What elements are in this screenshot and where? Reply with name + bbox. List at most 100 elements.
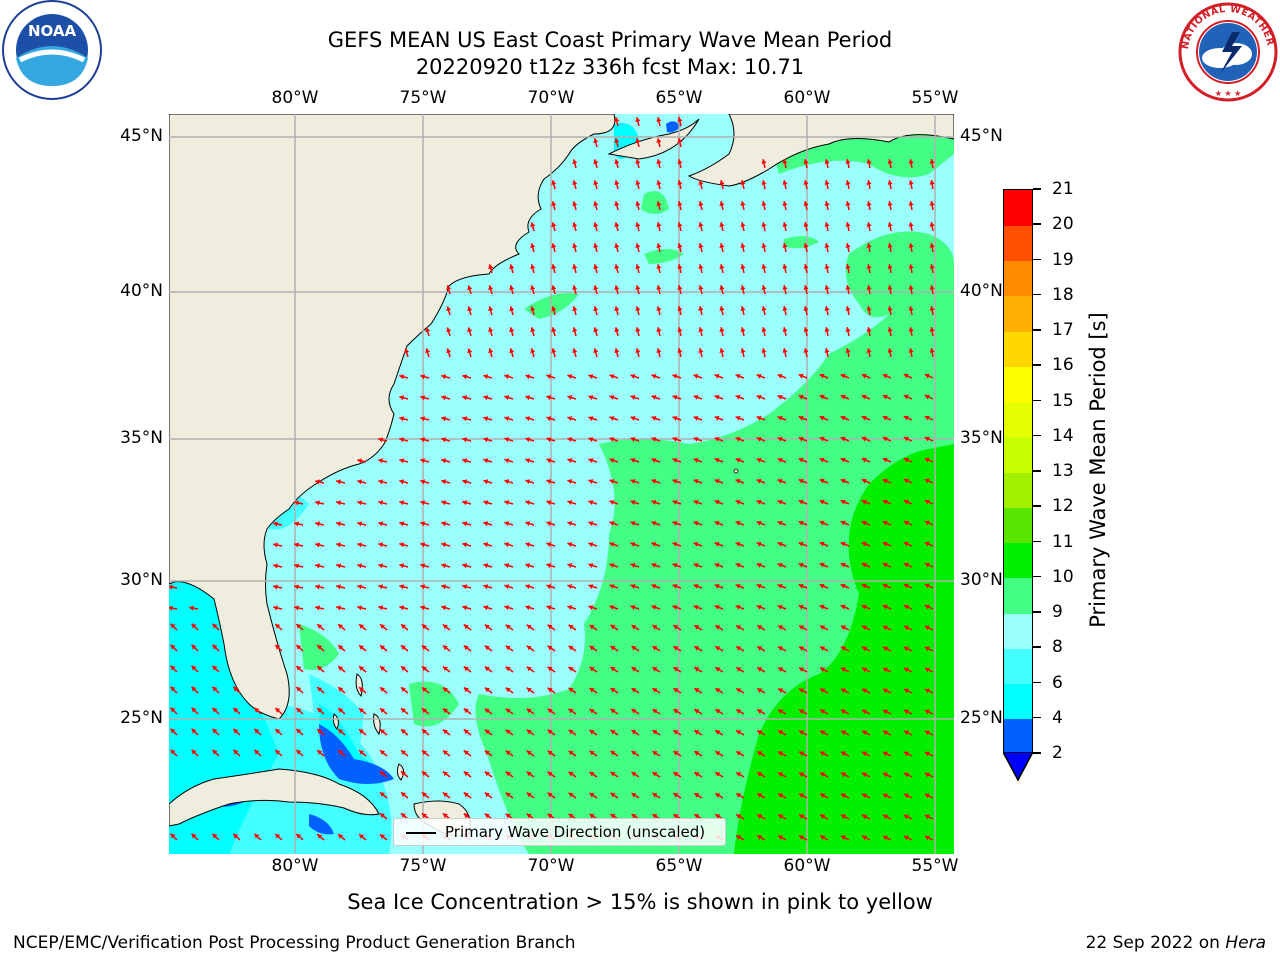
wave-direction-arrowhead bbox=[656, 201, 662, 206]
wave-direction-arrowhead bbox=[819, 373, 825, 379]
wave-direction-arrowhead bbox=[568, 771, 574, 777]
wave-direction-arrowhead bbox=[798, 562, 804, 568]
wave-direction-arrowhead bbox=[887, 348, 893, 353]
wave-direction-arrowhead bbox=[442, 687, 448, 693]
wave-direction-arrowhead bbox=[421, 645, 427, 651]
wave-direction-arrowhead bbox=[275, 750, 281, 755]
wave-direction-arrowhead bbox=[483, 584, 489, 590]
wave-direction-arrowhead bbox=[441, 542, 447, 548]
wave-direction-arrowhead bbox=[504, 563, 510, 569]
wave-direction-arrowhead bbox=[572, 306, 578, 312]
wave-direction-arrowhead bbox=[593, 243, 599, 249]
wave-direction-arrowhead bbox=[504, 458, 510, 464]
wave-direction-arrowhead bbox=[572, 159, 578, 165]
sea-ice-note: Sea Ice Concentration > 15% is shown in … bbox=[347, 890, 933, 914]
wave-direction-arrowhead bbox=[399, 395, 405, 401]
wave-direction-arrowhead bbox=[614, 138, 620, 144]
colorbar-tick-label: 15 bbox=[1052, 390, 1074, 411]
wave-direction-arrowhead bbox=[929, 327, 935, 332]
wave-direction-arrowhead bbox=[757, 793, 763, 798]
wave-direction-arrowhead bbox=[735, 499, 741, 505]
wave-direction-arrowhead bbox=[861, 541, 867, 547]
wave-direction-arrowhead bbox=[399, 521, 405, 527]
wave-direction-arrowhead bbox=[714, 541, 720, 547]
wave-direction-arrowhead bbox=[778, 772, 784, 777]
wave-direction-arrowhead bbox=[903, 751, 909, 757]
colorbar-segment bbox=[1004, 577, 1032, 614]
wave-direction-arrowhead bbox=[656, 243, 662, 248]
wave-direction-arrowhead bbox=[589, 709, 595, 714]
wave-direction-arrowhead bbox=[401, 813, 406, 818]
wave-direction-arrowhead bbox=[735, 394, 741, 400]
wave-direction-arrowhead bbox=[778, 751, 784, 756]
wave-direction-arrowhead bbox=[861, 520, 867, 526]
wave-direction-arrowhead bbox=[572, 201, 578, 207]
wave-direction-arrowhead bbox=[883, 772, 888, 778]
colorbar-tick bbox=[1033, 364, 1041, 366]
wave-direction-arrowhead bbox=[756, 457, 762, 463]
wave-direction-arrowhead bbox=[614, 285, 620, 291]
wave-direction-arrowhead bbox=[866, 285, 872, 290]
wave-direction-arrowhead bbox=[483, 479, 489, 485]
wave-direction-arrowhead bbox=[840, 541, 846, 547]
wave-direction-arrowhead bbox=[756, 562, 762, 568]
wave-direction-arrowhead bbox=[698, 243, 704, 248]
wave-direction-arrowhead bbox=[651, 395, 657, 400]
wave-direction-arrowhead bbox=[420, 605, 426, 611]
wave-direction-arrowhead bbox=[882, 541, 888, 547]
wave-direction-arrowhead bbox=[719, 264, 725, 269]
wave-direction-arrowhead bbox=[359, 687, 364, 692]
wave-direction-arrowhead bbox=[357, 500, 362, 506]
wave-direction-arrowhead bbox=[338, 687, 344, 692]
wave-direction-arrowhead bbox=[845, 222, 851, 227]
wave-direction-arrowhead bbox=[883, 625, 888, 631]
wave-direction-arrowhead bbox=[735, 604, 741, 610]
wave-direction-arrowhead bbox=[336, 584, 341, 590]
wave-direction-arrowhead bbox=[462, 500, 468, 506]
wave-direction-arrowhead bbox=[714, 583, 720, 589]
wave-direction-arrowhead bbox=[357, 458, 362, 464]
wave-direction-arrowhead bbox=[782, 285, 788, 290]
wave-direction-arrowhead bbox=[908, 306, 914, 311]
colorbar-segment bbox=[1004, 683, 1032, 720]
wave-direction-arrowhead bbox=[651, 521, 657, 526]
wave-direction-arrowhead bbox=[887, 180, 893, 185]
wave-direction-arrowhead bbox=[819, 604, 825, 610]
wave-direction-arrowhead bbox=[866, 348, 872, 353]
wave-direction-arrowhead bbox=[462, 542, 468, 548]
wave-direction-arrowhead bbox=[357, 521, 362, 527]
wave-direction-arrowhead bbox=[736, 814, 742, 819]
wave-direction-arrowhead bbox=[191, 749, 197, 755]
wave-direction-arrowhead bbox=[526, 645, 532, 651]
wave-direction-arrowhead bbox=[483, 521, 489, 527]
wave-direction-arrowhead bbox=[757, 625, 763, 630]
wave-direction-arrowhead bbox=[799, 814, 805, 819]
wave-direction-arrowhead bbox=[504, 500, 510, 506]
lat-label-right: 35°N bbox=[960, 428, 1003, 448]
wave-direction-arrowhead bbox=[488, 285, 494, 291]
wave-direction-arrowhead bbox=[610, 625, 616, 630]
wave-direction-arrowhead bbox=[924, 394, 930, 400]
wave-direction-arrowhead bbox=[421, 708, 427, 714]
chart-subtitle: 20220920 t12z 336h fcst Max: 10.71 bbox=[415, 55, 805, 79]
wave-direction-arrowhead bbox=[630, 479, 636, 484]
wave-direction-arrowhead bbox=[254, 833, 260, 839]
wave-direction-arrowhead bbox=[841, 793, 846, 799]
wave-direction-arrowhead bbox=[798, 457, 804, 463]
wave-direction-arrowhead bbox=[420, 563, 426, 569]
wave-direction-arrowhead bbox=[845, 243, 851, 248]
wave-direction-arrowhead bbox=[651, 479, 657, 484]
nws-logo: NATIONAL WEATHER SERVICE ★ ★ ★ bbox=[1176, 0, 1278, 102]
colorbar-tick-label: 14 bbox=[1052, 425, 1074, 446]
wave-direction-arrowhead bbox=[547, 750, 553, 756]
wave-direction-arrowhead bbox=[903, 772, 909, 778]
wave-direction-arrowhead bbox=[399, 458, 405, 464]
wave-direction-arrowhead bbox=[677, 138, 683, 143]
wave-direction-arrowhead bbox=[462, 584, 468, 590]
colorbar-tick-label: 8 bbox=[1052, 637, 1063, 658]
wave-direction-arrowhead bbox=[294, 584, 299, 590]
wave-direction-arrowhead bbox=[525, 395, 531, 401]
wave-direction-arrowhead bbox=[819, 394, 825, 400]
wave-direction-arrowhead bbox=[824, 201, 830, 206]
wave-direction-arrowhead bbox=[635, 306, 641, 311]
